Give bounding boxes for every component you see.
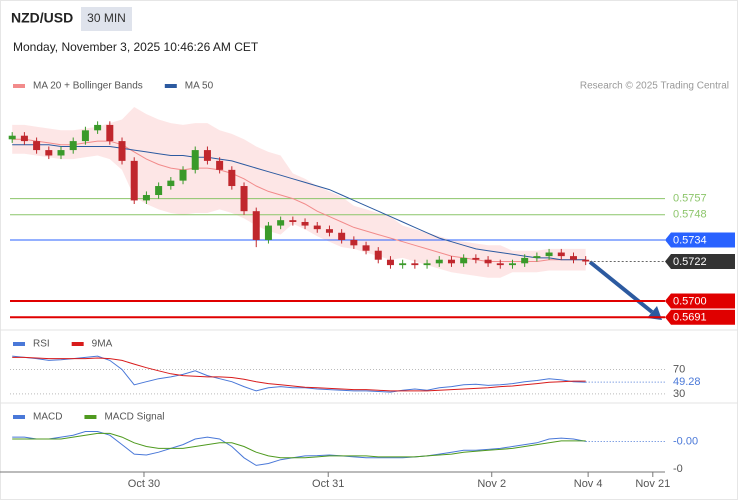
- legend-swatch: [13, 342, 25, 346]
- candle-body: [45, 150, 53, 156]
- current-value: 49.28: [673, 376, 701, 388]
- candle-body: [374, 250, 382, 260]
- y-tick-label: 30: [673, 388, 685, 400]
- indicator-line: [12, 355, 586, 393]
- candle-body: [460, 257, 468, 264]
- candle-body: [142, 195, 150, 201]
- candle-body: [521, 257, 529, 264]
- candle-body: [350, 239, 358, 246]
- level-tag: [665, 232, 735, 248]
- legend-swatch: [84, 415, 97, 419]
- candle-body: [325, 229, 333, 233]
- legend-swatch: [13, 415, 25, 419]
- candle-body: [252, 211, 260, 240]
- ma50-line: [12, 144, 586, 261]
- candle-body: [277, 220, 285, 226]
- level-tag: [665, 254, 735, 270]
- candle-body: [167, 180, 175, 187]
- candle-body: [69, 141, 77, 151]
- x-tick-label: Nov 21: [635, 478, 670, 490]
- candle-body: [20, 135, 28, 142]
- candle-body: [301, 221, 309, 226]
- level-label: 0.5757: [673, 193, 707, 205]
- legend-label: MACD Signal: [104, 412, 164, 423]
- candle-body: [118, 141, 126, 161]
- candle-body: [216, 160, 224, 170]
- candle-body: [496, 263, 504, 266]
- candle-body: [264, 225, 272, 240]
- symbol: NZD/USD: [11, 10, 73, 26]
- bollinger-band: [12, 107, 586, 278]
- indicator-line: [12, 356, 586, 392]
- candle-body: [240, 186, 248, 212]
- legend-label: MA 50: [185, 81, 214, 92]
- datetime: Monday, November 3, 2025 10:46:26 AM CET: [13, 40, 259, 54]
- legend-label: MA 20 + Bollinger Bands: [33, 81, 143, 92]
- legend-swatch: [164, 84, 177, 88]
- candle-body: [411, 263, 419, 266]
- candle-body: [191, 150, 199, 170]
- candle-body: [81, 130, 89, 142]
- candle-body: [289, 220, 297, 222]
- indicator-line: [12, 432, 586, 459]
- level-label: 0.5700: [673, 295, 707, 307]
- credit: Research © 2025 Trading Central: [580, 81, 729, 92]
- y-tick-label: 70: [673, 363, 685, 375]
- candle-body: [203, 150, 211, 161]
- level-label: 0.5691: [673, 312, 707, 324]
- candle-body: [533, 256, 541, 258]
- candle-body: [508, 263, 516, 266]
- x-tick-label: Nov 4: [574, 478, 603, 490]
- level-label: 0.5748: [673, 209, 707, 221]
- candle-body: [386, 259, 394, 266]
- candle-body: [557, 252, 565, 257]
- candle-body: [569, 256, 577, 260]
- x-tick-label: Oct 31: [312, 478, 344, 490]
- candle-body: [228, 169, 236, 187]
- forecast-arrow: [588, 260, 654, 314]
- candle-body: [484, 259, 492, 264]
- x-tick-label: Oct 30: [128, 478, 160, 490]
- candle-body: [582, 259, 590, 262]
- level-tag: [665, 293, 735, 309]
- legend-label: 9MA: [92, 339, 113, 350]
- y-tick-label: -0: [673, 463, 683, 475]
- interval: 30 MIN: [87, 11, 126, 25]
- candle-body: [179, 169, 187, 181]
- candle-body: [8, 135, 16, 140]
- legend-swatch: [13, 84, 25, 88]
- candle-body: [94, 124, 102, 131]
- candle-body: [313, 225, 321, 230]
- current-value: -0.00: [673, 435, 698, 447]
- candle-body: [155, 186, 163, 196]
- candle-body: [338, 232, 346, 240]
- candle-body: [399, 263, 407, 266]
- legend-swatch: [71, 342, 84, 346]
- candle-body: [472, 257, 480, 260]
- candle-body: [545, 252, 553, 257]
- candle-body: [435, 259, 443, 264]
- candle-body: [106, 124, 114, 142]
- candle-body: [362, 245, 370, 251]
- level-tag: [665, 309, 735, 325]
- candle-body: [33, 141, 41, 151]
- level-label: 0.5734: [673, 234, 707, 246]
- candle-body: [423, 263, 431, 266]
- x-tick-label: Nov 2: [477, 478, 506, 490]
- interval-badge: [81, 7, 132, 31]
- legend-label: MACD: [33, 412, 62, 423]
- candle-body: [57, 150, 65, 156]
- legend-label: RSI: [33, 339, 50, 350]
- candle-body: [447, 259, 455, 264]
- indicator-line: [12, 431, 586, 466]
- candle-body: [130, 160, 138, 201]
- level-label: 0.5722: [673, 256, 707, 268]
